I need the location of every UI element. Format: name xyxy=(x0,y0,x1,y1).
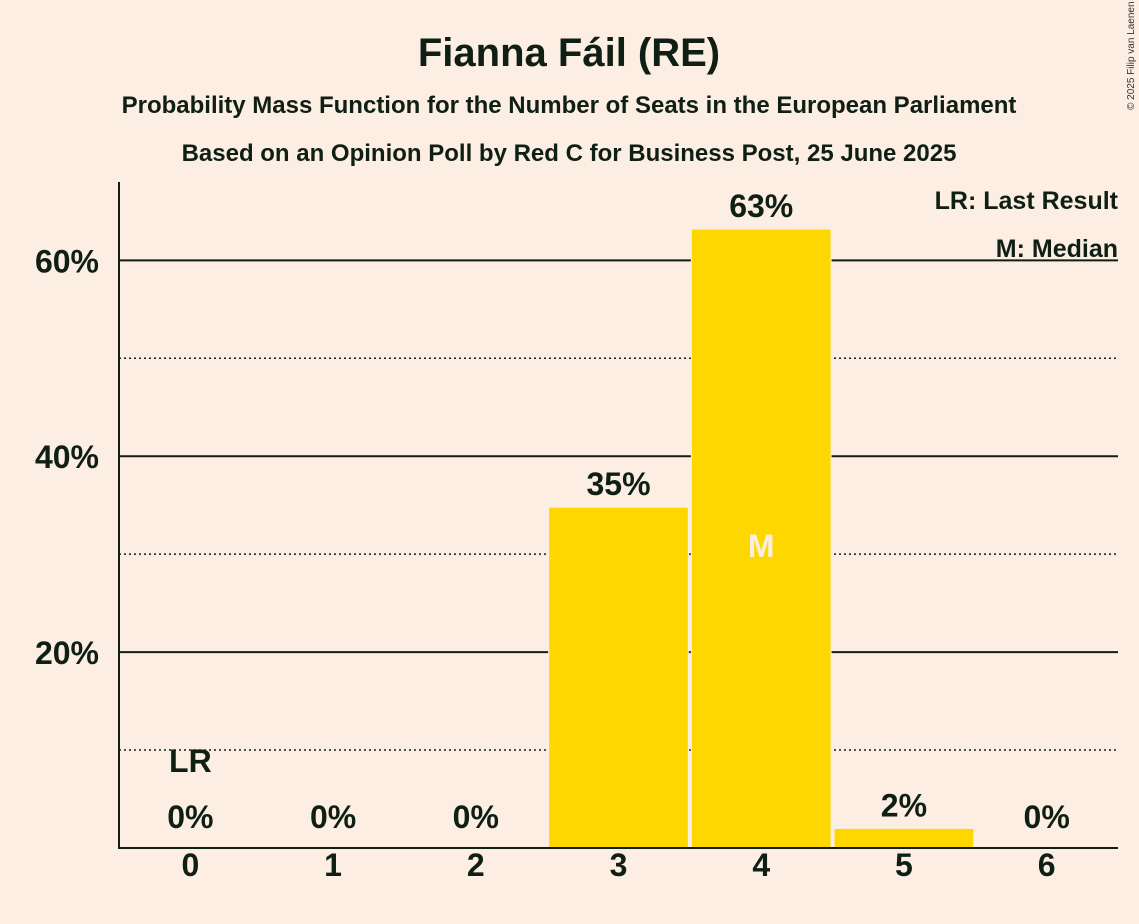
legend-last-result: LR: Last Result xyxy=(935,187,1119,215)
y-tick-label: 40% xyxy=(35,439,99,475)
y-axis-labels: 20% 40% 60% xyxy=(35,243,99,671)
chart-source: Based on an Opinion Poll by Red C for Bu… xyxy=(182,140,957,167)
grid-lines xyxy=(119,259,1118,751)
y-tick-label: 60% xyxy=(35,243,99,279)
last-result-marker: LR xyxy=(169,743,212,779)
x-tick-label: 1 xyxy=(324,847,342,883)
value-label: 2% xyxy=(881,787,927,823)
chart-title: Fianna Fáil (RE) xyxy=(418,31,720,75)
chart-subtitle: Probability Mass Function for the Number… xyxy=(122,92,1017,119)
bar xyxy=(833,827,975,849)
median-marker: M xyxy=(748,528,775,564)
x-tick-label: 6 xyxy=(1038,847,1056,883)
x-axis-labels: 0 1 2 3 4 5 6 xyxy=(181,847,1055,883)
value-label: 0% xyxy=(310,799,356,835)
value-label: 35% xyxy=(586,466,650,502)
y-tick-label: 20% xyxy=(35,635,99,671)
value-label: 63% xyxy=(729,188,793,224)
x-tick-label: 4 xyxy=(752,847,770,883)
value-label: 0% xyxy=(453,799,499,835)
value-label: 0% xyxy=(1024,799,1070,835)
copyright: © 2025 Filip van Laenen xyxy=(1126,1,1137,110)
value-label: 0% xyxy=(167,799,213,835)
bars: 0% 0% 0% 35% 63% 2% 0% LR M xyxy=(167,188,1070,849)
x-tick-label: 3 xyxy=(610,847,628,883)
x-tick-label: 0 xyxy=(181,847,199,883)
bar xyxy=(548,506,689,849)
bar xyxy=(690,228,832,849)
x-tick-label: 5 xyxy=(895,847,913,883)
legend-median: M: Median xyxy=(996,235,1118,263)
x-tick-label: 2 xyxy=(467,847,485,883)
